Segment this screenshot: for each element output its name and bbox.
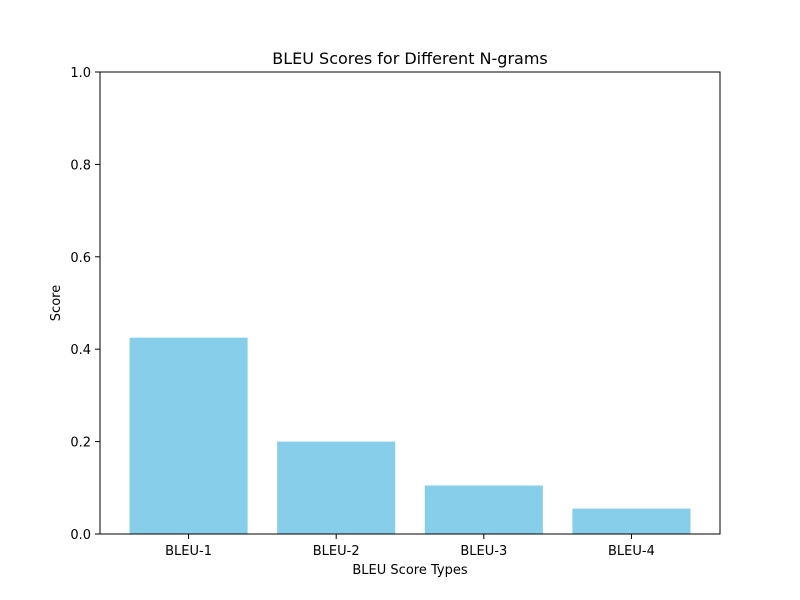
y-tick-label: 0.2 — [70, 436, 91, 451]
y-tick-label: 0.4 — [70, 343, 91, 358]
plot-frame — [99, 71, 721, 535]
bars-group — [129, 337, 691, 534]
y-ticks-group: 0.0 0.2 0.4 0.6 0.8 1.0 — [70, 66, 100, 543]
x-tick-label: BLEU-4 — [608, 544, 655, 559]
bar-bleu-1 — [129, 337, 248, 534]
y-tick-label: 0.6 — [70, 251, 91, 266]
x-tick-label: BLEU-1 — [165, 544, 212, 559]
y-tick-label: 1.0 — [70, 66, 91, 81]
x-tick-label: BLEU-2 — [313, 544, 360, 559]
y-tick-label: 0.8 — [70, 158, 91, 173]
y-tick-label: 0.0 — [70, 528, 91, 543]
bar-bleu-3 — [424, 485, 543, 534]
bar-bleu-4 — [572, 508, 691, 534]
y-axis-label: Score — [49, 285, 64, 321]
x-ticks-group: BLEU-1 BLEU-2 BLEU-3 BLEU-4 — [165, 534, 655, 559]
x-tick-label: BLEU-3 — [460, 544, 507, 559]
chart-title: BLEU Scores for Different N-grams — [272, 49, 548, 68]
x-axis-label: BLEU Score Types — [352, 563, 467, 578]
bar-bleu-2 — [277, 441, 396, 534]
